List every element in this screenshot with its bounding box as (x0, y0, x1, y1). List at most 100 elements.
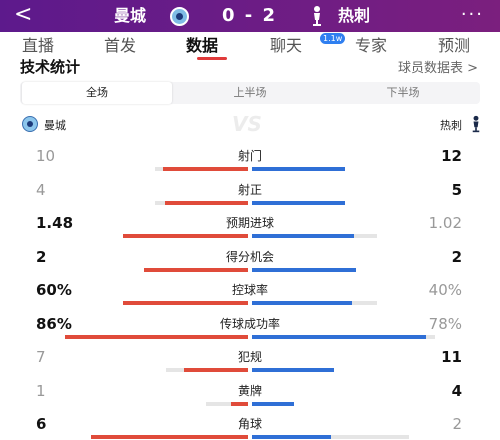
home-stat-bar (144, 267, 248, 272)
player-stats-link[interactable]: 球员数据表 > (397, 61, 478, 76)
away-stat-bar (252, 401, 294, 406)
away-stat-bar (252, 267, 356, 272)
match-header: < 曼城 0 - 2 热刺 ··· (0, 0, 500, 32)
home-stat-bar-track (144, 267, 248, 272)
segment-full-match[interactable]: 全场 (22, 82, 172, 104)
stat-label: 传球成功率 (219, 316, 280, 331)
stat-row: 60% 控球率 40% (0, 281, 500, 315)
home-stat-value: 7 (36, 348, 46, 366)
vs-watermark: VS (232, 112, 262, 136)
stat-label: 黄牌 (237, 383, 262, 398)
segment-first-half[interactable]: 上半场 (233, 86, 267, 99)
away-stat-bar-track (252, 435, 409, 439)
home-stat-bar-track (91, 435, 248, 439)
stat-label: 预期进球 (225, 216, 274, 230)
period-selector: 全场 上半场 下半场 (20, 82, 480, 104)
home-stat-value: 10 (36, 147, 56, 165)
home-stat-value: 1.48 (36, 214, 74, 232)
away-stat-value: 78% (428, 314, 462, 333)
home-stat-bar-track (123, 234, 248, 238)
more-icon[interactable]: ··· (460, 4, 484, 25)
away-stat-bar-track (252, 301, 377, 305)
stat-label: 角球 (237, 417, 262, 431)
away-stat-bar (252, 301, 352, 305)
tab-lineup[interactable]: 首发 (104, 36, 137, 55)
tab-stats[interactable]: 数据 (186, 36, 219, 55)
tottenham-crest-icon (472, 115, 480, 133)
away-stat-bar-track (252, 334, 435, 339)
back-icon[interactable]: < (14, 2, 33, 27)
home-stat-bar-track (123, 301, 248, 305)
away-stat-bar (252, 334, 427, 339)
home-stat-bar (184, 368, 248, 372)
stat-row: 6 角球 2 (0, 415, 500, 440)
home-stat-value: 4 (36, 180, 46, 199)
home-stat-bar-track (166, 368, 248, 372)
stat-row: 1 黄牌 4 (0, 382, 500, 416)
away-stat-bar (252, 200, 345, 205)
stat-row: 86% 传球成功率 78% (0, 315, 500, 349)
tab-experts[interactable]: 专家 (355, 36, 388, 55)
away-stat-value: 2 (451, 247, 462, 266)
stat-row: 4 射正 5 (0, 181, 500, 215)
away-stat-value: 12 (441, 147, 462, 165)
away-stat-bar (252, 435, 331, 439)
stat-row: 10 射门 12 (0, 147, 500, 181)
away-stat-bar-track (252, 368, 334, 372)
stat-label: 得分机会 (225, 249, 274, 264)
home-stat-bar (165, 200, 248, 205)
away-stat-value: 5 (451, 180, 462, 199)
match-score: 0 - 2 (222, 5, 278, 26)
away-stat-bar (252, 368, 334, 372)
tab-predictions[interactable]: 预测 (438, 36, 471, 55)
match-tabs: 直播 首发 数据 聊天 1.1w 专家 预测 (0, 32, 500, 60)
home-stat-value: 6 (36, 415, 47, 433)
home-stat-bar (123, 301, 248, 305)
home-stat-value: 60% (36, 281, 72, 299)
away-stat-value: 40% (428, 281, 462, 299)
stat-label: 控球率 (231, 283, 268, 297)
section-title: 技术统计 (20, 58, 81, 76)
home-stat-bar-track (155, 200, 248, 205)
active-tab-indicator (197, 57, 227, 60)
home-stat-bar-track (206, 401, 248, 406)
home-team-name: 曼城 (114, 6, 147, 25)
away-stat-value: 4 (451, 381, 462, 400)
away-legend: 热刺 (440, 114, 482, 134)
away-team-name: 热刺 (338, 6, 371, 25)
home-stat-bar-track (155, 167, 248, 171)
man-city-crest-icon (170, 7, 189, 26)
home-stat-value: 1 (36, 381, 46, 400)
home-stat-bar (163, 167, 248, 171)
home-stat-bar (65, 334, 248, 339)
away-stat-value: 1.02 (428, 214, 462, 232)
home-stat-bar (123, 234, 248, 238)
stat-label: 犯规 (237, 350, 262, 364)
home-stat-value: 86% (36, 314, 72, 333)
chat-count-badge: 1.1w (320, 33, 346, 44)
home-legend: 曼城 (22, 114, 66, 134)
home-legend-name: 曼城 (44, 119, 66, 132)
away-stat-bar-track (252, 234, 377, 238)
away-legend-name: 热刺 (440, 119, 462, 132)
away-stat-value: 11 (441, 348, 462, 366)
stat-row: 1.48 预期进球 1.02 (0, 214, 500, 248)
away-stat-bar-track (252, 167, 345, 171)
tottenham-crest-icon (313, 6, 321, 26)
away-stat-bar (252, 167, 345, 171)
away-stat-bar-track (252, 200, 345, 205)
tab-chat[interactable]: 聊天 (270, 36, 303, 55)
home-stat-bar (231, 401, 248, 406)
stat-row: 7 犯规 11 (0, 348, 500, 382)
tab-live[interactable]: 直播 (22, 36, 55, 55)
man-city-crest-icon (22, 116, 38, 132)
away-stat-value: 2 (452, 415, 462, 433)
stat-row: 2 得分机会 2 (0, 248, 500, 282)
home-stat-value: 2 (36, 247, 47, 266)
home-stat-bar-track (65, 334, 248, 339)
segment-second-half[interactable]: 下半场 (386, 86, 420, 99)
stat-label: 射正 (237, 182, 262, 197)
home-stat-bar (91, 435, 248, 439)
away-stat-bar-track (252, 267, 356, 272)
stat-label: 射门 (237, 149, 262, 163)
